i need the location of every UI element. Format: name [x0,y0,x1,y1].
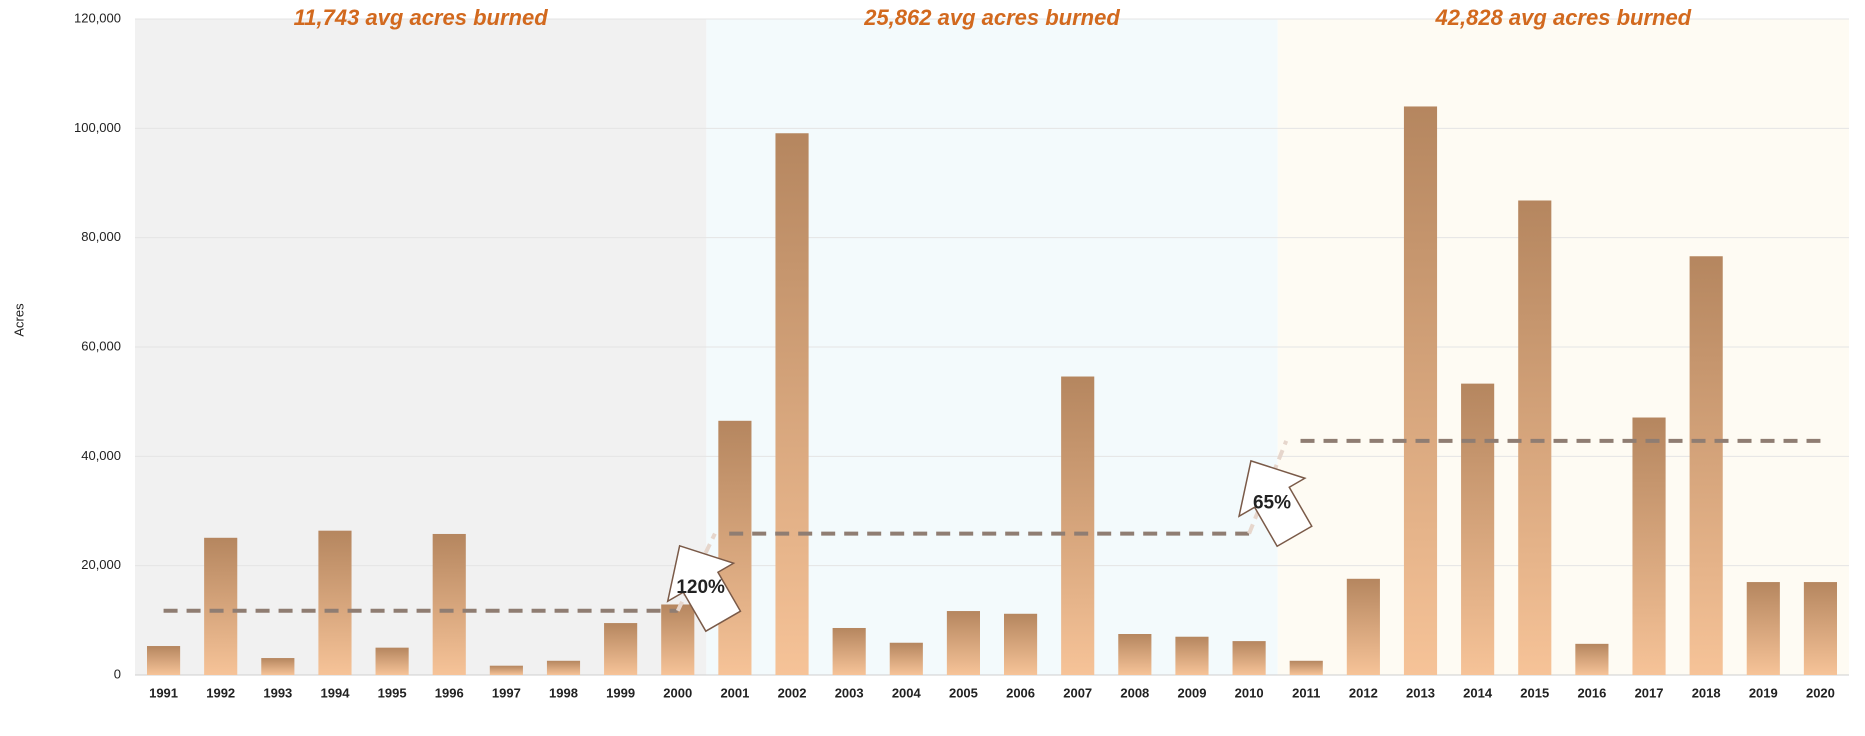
x-tick-label: 2015 [1520,685,1549,700]
x-tick-label: 2016 [1577,685,1606,700]
x-tick-label: 2008 [1120,685,1149,700]
y-tick-label: 100,000 [74,120,121,135]
bar [1803,582,1838,675]
bar [1746,582,1780,675]
x-tick-label: 1993 [263,685,292,700]
bar [1175,636,1209,675]
change-label: 65% [1253,492,1291,513]
bar [832,627,866,675]
x-tick-label: 2012 [1349,685,1378,700]
x-tick-label: 2005 [949,685,978,700]
change-arrow [1237,459,1313,548]
x-tick-label: 2013 [1406,685,1435,700]
arrow-shape [666,544,742,633]
bar [1461,383,1495,675]
period-label: 25,862 avg acres burned [863,5,1120,30]
x-tick-label: 2009 [1178,685,1207,700]
bar [1689,256,1723,675]
bar [1289,660,1323,675]
bar [489,665,523,675]
bar [204,537,238,675]
y-tick-label: 120,000 [74,10,121,25]
bar [1118,634,1152,675]
bar [1632,417,1666,675]
x-tick-label: 2010 [1235,685,1264,700]
y-tick-label: 80,000 [81,229,121,244]
x-tick-label: 2018 [1692,685,1721,700]
bar [432,533,466,675]
x-tick-label: 2003 [835,685,864,700]
arrow-shape [1237,459,1313,548]
x-tick-label: 2020 [1806,685,1835,700]
x-tick-label: 1994 [321,685,351,700]
bar [261,658,295,675]
x-tick-label: 1992 [206,685,235,700]
x-tick-label: 2006 [1006,685,1035,700]
bar [604,623,638,675]
x-tick-label: 1999 [606,685,635,700]
bar [775,133,809,676]
connector [675,532,717,612]
bar [1518,200,1552,675]
x-tick-label: 1991 [149,685,178,700]
bar [546,660,581,675]
x-tick-label: 1996 [435,685,464,700]
bar [1575,643,1609,675]
y-axis-label: Acres [11,303,26,337]
x-tick-label: 2017 [1635,685,1664,700]
bar [375,647,409,675]
bar [1232,641,1266,675]
bar [146,646,181,675]
bar [1003,613,1038,675]
x-tick-label: 1997 [492,685,521,700]
bar [889,642,923,675]
x-tick-label: 2004 [892,685,922,700]
period-label: 11,743 avg acres burned [294,5,549,30]
bar [718,420,752,675]
x-tick-label: 2002 [778,685,807,700]
change-label: 120% [676,577,725,598]
x-tick-label: 2007 [1063,685,1092,700]
x-tick-label: 2001 [720,685,749,700]
y-tick-label: 40,000 [81,448,121,463]
x-tick-label: 2011 [1292,685,1320,700]
y-tick-label: 0 [114,666,121,681]
y-tick-label: 20,000 [81,557,121,572]
x-tick-label: 2014 [1463,685,1493,700]
x-tick-label: 2000 [663,685,692,700]
period-label: 42,828 avg acres burned [1435,5,1692,30]
x-tick-label: 1995 [378,685,407,700]
change-arrow [666,544,742,633]
bar [946,611,981,675]
bar [1061,376,1095,675]
y-tick-label: 60,000 [81,338,121,353]
bar [661,604,695,675]
bar [1346,578,1380,675]
x-tick-label: 2019 [1749,685,1778,700]
x-tick-label: 1998 [549,685,578,700]
bar [1403,106,1438,675]
bar [318,530,352,675]
